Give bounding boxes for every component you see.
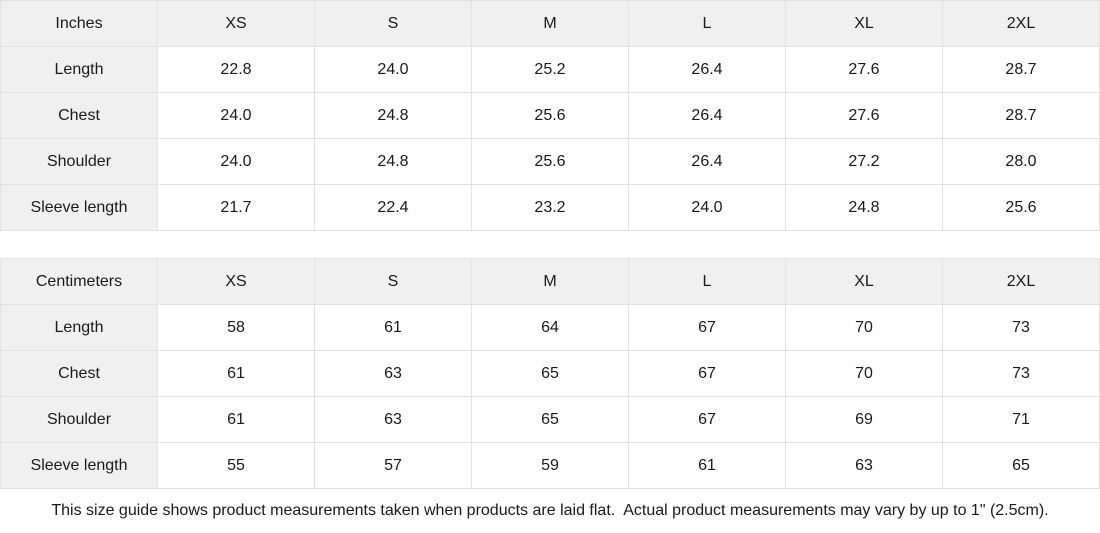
table-row: Length 22.8 24.0 25.2 26.4 27.6 28.7 — [0, 46, 1100, 93]
value-cell: 25.6 — [471, 92, 629, 139]
size-header-cell: S — [314, 258, 472, 305]
value-cell: 55 — [157, 442, 315, 489]
value-cell: 65 — [471, 396, 629, 443]
value-cell: 27.6 — [785, 46, 943, 93]
header-row: Inches XS S M L XL 2XL — [0, 0, 1100, 47]
unit-header-cell: Inches — [0, 0, 158, 47]
value-cell: 24.0 — [628, 184, 786, 231]
value-cell: 24.8 — [314, 92, 472, 139]
value-cell: 61 — [157, 350, 315, 397]
row-label-cell: Length — [0, 304, 158, 351]
table-row: Length 58 61 64 67 70 73 — [0, 304, 1100, 351]
row-label-cell: Sleeve length — [0, 442, 158, 489]
row-label-cell: Chest — [0, 350, 158, 397]
size-header-cell: XL — [785, 0, 943, 47]
value-cell: 27.2 — [785, 138, 943, 185]
size-header-cell: XS — [157, 0, 315, 47]
value-cell: 26.4 — [628, 46, 786, 93]
value-cell: 65 — [942, 442, 1100, 489]
size-header-cell: L — [628, 258, 786, 305]
value-cell: 58 — [157, 304, 315, 351]
value-cell: 23.2 — [471, 184, 629, 231]
value-cell: 25.6 — [471, 138, 629, 185]
row-label-cell: Shoulder — [0, 138, 158, 185]
table-row: Chest 61 63 65 67 70 73 — [0, 350, 1100, 397]
value-cell: 65 — [471, 350, 629, 397]
value-cell: 73 — [942, 350, 1100, 397]
row-label-cell: Sleeve length — [0, 184, 158, 231]
row-label-cell: Shoulder — [0, 396, 158, 443]
value-cell: 22.8 — [157, 46, 315, 93]
value-cell: 21.7 — [157, 184, 315, 231]
value-cell: 24.0 — [314, 46, 472, 93]
value-cell: 24.0 — [157, 92, 315, 139]
value-cell: 26.4 — [628, 138, 786, 185]
value-cell: 28.7 — [942, 92, 1100, 139]
value-cell: 25.2 — [471, 46, 629, 93]
table-spacer — [0, 231, 1100, 258]
value-cell: 67 — [628, 304, 786, 351]
value-cell: 71 — [942, 396, 1100, 443]
table-row: Chest 24.0 24.8 25.6 26.4 27.6 28.7 — [0, 92, 1100, 139]
value-cell: 24.8 — [785, 184, 943, 231]
row-label-cell: Length — [0, 46, 158, 93]
footer-note: This size guide shows product measuremen… — [0, 489, 1100, 533]
size-header-cell: L — [628, 0, 786, 47]
value-cell: 70 — [785, 304, 943, 351]
table-row: Sleeve length 21.7 22.4 23.2 24.0 24.8 2… — [0, 184, 1100, 231]
value-cell: 67 — [628, 396, 786, 443]
value-cell: 28.0 — [942, 138, 1100, 185]
value-cell: 70 — [785, 350, 943, 397]
value-cell: 59 — [471, 442, 629, 489]
header-row: Centimeters XS S M L XL 2XL — [0, 258, 1100, 305]
value-cell: 57 — [314, 442, 472, 489]
size-table-centimeters: Centimeters XS S M L XL 2XL Length 58 61… — [0, 258, 1100, 489]
size-table-inches: Inches XS S M L XL 2XL Length 22.8 24.0 … — [0, 0, 1100, 231]
size-header-cell: 2XL — [942, 258, 1100, 305]
value-cell: 61 — [157, 396, 315, 443]
table-row: Shoulder 61 63 65 67 69 71 — [0, 396, 1100, 443]
value-cell: 63 — [314, 350, 472, 397]
unit-header-cell: Centimeters — [0, 258, 158, 305]
value-cell: 63 — [785, 442, 943, 489]
value-cell: 28.7 — [942, 46, 1100, 93]
row-label-cell: Chest — [0, 92, 158, 139]
value-cell: 73 — [942, 304, 1100, 351]
value-cell: 63 — [314, 396, 472, 443]
value-cell: 69 — [785, 396, 943, 443]
size-header-cell: 2XL — [942, 0, 1100, 47]
value-cell: 24.0 — [157, 138, 315, 185]
size-header-cell: M — [471, 0, 629, 47]
value-cell: 25.6 — [942, 184, 1100, 231]
size-header-cell: S — [314, 0, 472, 47]
value-cell: 27.6 — [785, 92, 943, 139]
value-cell: 67 — [628, 350, 786, 397]
size-header-cell: XL — [785, 258, 943, 305]
table-row: Sleeve length 55 57 59 61 63 65 — [0, 442, 1100, 489]
size-header-cell: M — [471, 258, 629, 305]
table-row: Shoulder 24.0 24.8 25.6 26.4 27.2 28.0 — [0, 138, 1100, 185]
value-cell: 26.4 — [628, 92, 786, 139]
value-cell: 22.4 — [314, 184, 472, 231]
size-header-cell: XS — [157, 258, 315, 305]
value-cell: 24.8 — [314, 138, 472, 185]
value-cell: 61 — [314, 304, 472, 351]
value-cell: 64 — [471, 304, 629, 351]
value-cell: 61 — [628, 442, 786, 489]
